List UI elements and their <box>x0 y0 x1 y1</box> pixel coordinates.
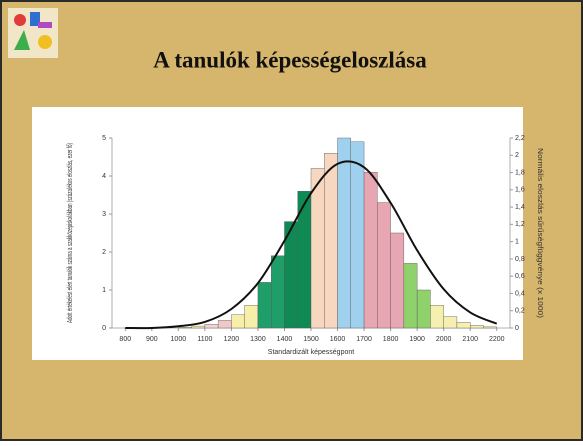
bar <box>390 232 405 329</box>
clipart-icon <box>8 8 58 58</box>
bar <box>217 320 232 329</box>
x-axis-label: Standardizált képességpont <box>268 349 354 356</box>
x-tick-label: 1200 <box>224 336 240 343</box>
y2-tick-label: 1,6 <box>515 187 525 194</box>
x-tick-label: 1800 <box>383 336 399 343</box>
density-curve <box>125 160 498 330</box>
bar <box>191 325 206 329</box>
x-tick-label: 800 <box>119 336 131 343</box>
x-tick-label: 1900 <box>409 336 425 343</box>
y-tick-label: 0 <box>102 325 106 332</box>
bar <box>483 326 497 329</box>
bar <box>403 263 418 329</box>
bar <box>416 289 431 329</box>
bar <box>377 202 391 329</box>
bar <box>324 152 338 329</box>
bar <box>310 168 325 329</box>
y2-tick-label: 1,2 <box>515 221 525 228</box>
y2-tick-label: 0 <box>515 325 519 332</box>
y2-tick-label: 2,2 <box>515 135 525 142</box>
x-tick-label: 1500 <box>303 336 319 343</box>
bar <box>430 305 444 329</box>
bar <box>363 171 378 329</box>
y2-tick-label: 0,6 <box>515 273 525 280</box>
x-tick-label: 900 <box>146 336 158 343</box>
y2-tick-label: 0,4 <box>515 290 525 297</box>
y-tick-label: 4 <box>102 173 106 180</box>
y2-tick-label: 2 <box>515 152 519 159</box>
bar <box>337 137 351 329</box>
x-tick-label: 2200 <box>489 336 505 343</box>
x-tick-label: 1100 <box>197 336 212 343</box>
bar <box>470 325 484 329</box>
bar <box>244 305 259 329</box>
x-tick-label: 2000 <box>436 336 452 343</box>
y-tick-label: 3 <box>102 211 106 218</box>
y-tick-label: 5 <box>102 135 106 142</box>
y2-tick-label: 1,8 <box>515 169 525 176</box>
bar <box>257 282 272 329</box>
x-tick-label: 1600 <box>330 336 346 343</box>
slide-title: A tanulók képességeloszlása <box>153 47 427 72</box>
y2-tick-label: 0,8 <box>515 256 525 263</box>
x-tick-label: 1700 <box>356 336 372 343</box>
x-tick-label: 1000 <box>171 336 187 343</box>
bar <box>443 316 458 329</box>
y2-tick-label: 1 <box>515 238 519 245</box>
bar <box>178 327 192 329</box>
y2-axis-label: Normális eloszlás sűrűségfüggvénye (x 10… <box>536 148 543 318</box>
y2-tick-label: 1,4 <box>515 204 525 211</box>
bar <box>350 141 365 329</box>
bar <box>204 324 219 329</box>
bar <box>231 314 245 329</box>
y-tick-label: 1 <box>102 287 106 294</box>
bar <box>271 255 285 329</box>
bar <box>456 322 471 329</box>
y2-tick-label: 0,2 <box>515 308 525 315</box>
y-axis-label: Adott értékelést elért tanulók száma a s… <box>67 143 74 323</box>
x-tick-label: 1400 <box>277 336 293 343</box>
y-tick-label: 2 <box>102 249 106 256</box>
x-tick-label: 1300 <box>250 336 266 343</box>
x-tick-label: 2100 <box>462 336 478 343</box>
